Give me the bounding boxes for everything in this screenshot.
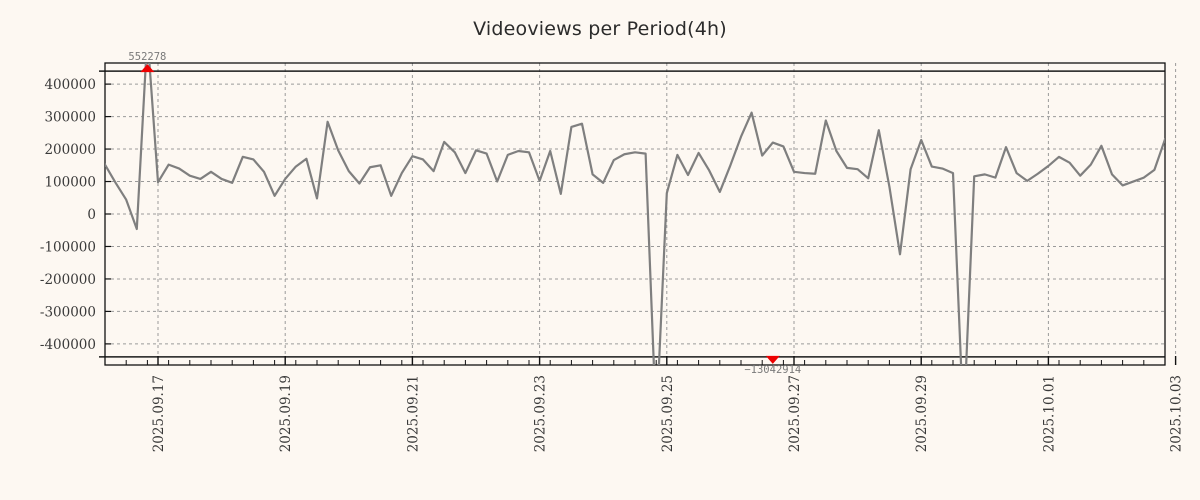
annotation-label-min-trough-1: −13042914 <box>744 364 801 376</box>
y-axis-tick-label: -300000 <box>40 304 96 320</box>
chart-title: Videoviews per Period(4h) <box>473 18 727 40</box>
x-axis-tick-label: 2025.09.19 <box>278 375 294 452</box>
y-axis-tick-label: 200000 <box>44 142 96 158</box>
x-axis-tick-label: 2025.09.29 <box>914 375 930 452</box>
y-axis-tick-label: 0 <box>87 207 96 223</box>
tick-label-layer: 400000 300000 200000 100000 0 -100000 -200000 -… <box>40 77 1185 452</box>
x-axis-tick-label: 2025.09.21 <box>405 375 421 452</box>
x-axis-tick-label: 2025.10.01 <box>1041 375 1057 452</box>
axis-layer <box>104 62 1177 366</box>
y-axis-tick-label: -100000 <box>40 239 96 255</box>
annotation-marker-max-peak <box>140 64 155 73</box>
y-axis-tick-label: -400000 <box>40 337 96 353</box>
y-axis-tick-label: 100000 <box>44 175 96 191</box>
annotation-marker-min-trough-1 <box>765 355 780 364</box>
y-axis-tick-label: -200000 <box>40 272 96 288</box>
annotation-label-max-peak: 552278 <box>128 51 166 63</box>
y-axis-tick-label: 400000 <box>44 77 96 93</box>
x-axis-tick-label: 2025.10.03 <box>1169 375 1185 452</box>
data-series-line <box>105 63 1165 365</box>
x-axis-tick-label: 2025.09.17 <box>151 375 167 452</box>
y-axis-tick-label: 300000 <box>44 110 96 126</box>
x-axis-tick-label: 2025.09.27 <box>787 375 803 452</box>
annotation-layer: 552278−13042914−1384613 <box>128 51 801 376</box>
grid-layer <box>99 63 1177 365</box>
x-axis-tick-label: 2025.09.23 <box>533 375 549 452</box>
x-axis-tick-label: 2025.09.25 <box>660 375 676 452</box>
